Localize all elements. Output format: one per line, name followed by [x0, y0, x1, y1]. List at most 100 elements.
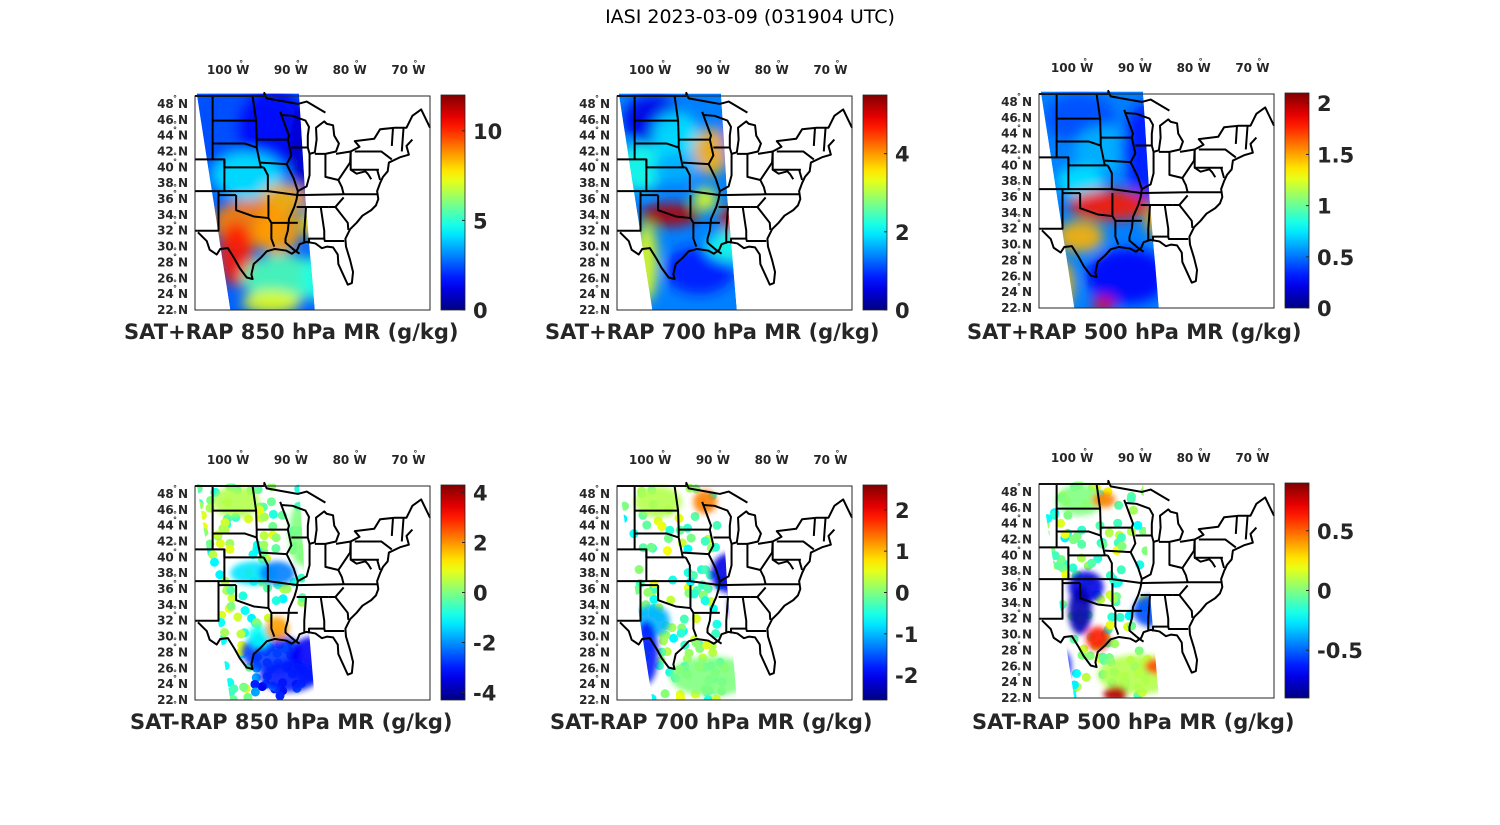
degree-mark: ° [173, 94, 177, 103]
degree-mark: ° [595, 516, 599, 525]
degree-mark: ° [173, 642, 177, 651]
colorbar-tick-label: 0 [1317, 297, 1332, 321]
boundary-line [757, 150, 773, 155]
boundary-line [1153, 508, 1184, 543]
map-plot-svg: 100 W° 90 W° 80 W° 70 W°48 N°46 N°44 N°42 N… [1001, 57, 1354, 321]
lat-tick-label: 30 N [579, 630, 610, 644]
retrieval-dot [253, 485, 263, 495]
lon-tick-label: 100 W [1051, 451, 1093, 465]
degree-mark: ° [661, 449, 665, 458]
retrieval-dot [240, 606, 250, 616]
retrieval-dot [662, 546, 672, 556]
colorbar-tick-label: 1 [1317, 195, 1332, 219]
retrieval-dot [226, 585, 236, 595]
retrieval-dot [711, 694, 721, 700]
field-blob [652, 111, 700, 160]
lon-tick-label: 90 W [1118, 451, 1152, 465]
degree-mark: ° [173, 541, 177, 550]
lon-tick-label: 90 W [1118, 61, 1152, 75]
boundary-line [745, 238, 767, 243]
lat-tick-label: 40 N [1001, 158, 1032, 172]
lat-tick-label: 40 N [579, 160, 610, 174]
retrieval-dot [268, 509, 278, 519]
boundary-line [1220, 167, 1226, 179]
field-blob [1103, 686, 1128, 698]
retrieval-dot [225, 544, 235, 554]
boundary-line [1147, 204, 1152, 241]
colorbar [1284, 92, 1310, 309]
retrieval-dot [278, 594, 288, 604]
retrieval-dot [209, 557, 219, 567]
boundary-line [703, 504, 732, 539]
colorbar-tick-label: 5 [473, 209, 488, 233]
degree-mark: ° [173, 611, 177, 620]
degree-mark: ° [1017, 250, 1021, 259]
colorbar-tick-label: 4 [895, 143, 910, 167]
degree-mark: ° [835, 59, 839, 68]
boundary-line [1179, 538, 1195, 543]
retrieval-dot [1050, 551, 1060, 561]
degree-mark: ° [1017, 603, 1021, 612]
degree-mark: ° [173, 278, 177, 287]
field-blob [1056, 220, 1104, 253]
retrieval-dot [711, 629, 721, 639]
lat-tick-label: 46 N [1001, 501, 1032, 515]
boundary-line [756, 206, 772, 231]
lat-tick-label: 34 N [579, 598, 610, 612]
colorbar-tick-label: 4 [473, 482, 488, 506]
degree-mark: ° [1017, 308, 1021, 317]
field-blob [693, 187, 717, 211]
state-boundaries [195, 91, 431, 286]
boundary-line [701, 501, 723, 645]
swath-field [196, 93, 315, 310]
retrieval-dot [233, 612, 243, 622]
degree-mark: ° [173, 484, 177, 493]
degree-mark: ° [1017, 118, 1021, 127]
boundary-line [309, 120, 340, 155]
lat-tick-label: 26 N [1001, 269, 1032, 283]
degree-mark: ° [595, 541, 599, 550]
lon-tick-label: 70 W [813, 63, 847, 77]
lat-tick-label: 38 N [157, 566, 188, 580]
boundary-line [798, 559, 804, 571]
lat-tick-label: 22 N [579, 693, 610, 707]
state-boundaries [195, 481, 431, 676]
colorbar-tick-label: 10 [473, 120, 502, 144]
boundary-line [212, 142, 258, 149]
lat-tick-label: 36 N [157, 582, 188, 596]
boundary-line [1198, 538, 1237, 549]
retrieval-dot [634, 565, 644, 575]
retrieval-dot [1117, 541, 1127, 551]
lat-tick-label: 48 N [157, 97, 188, 111]
retrieval-dot [1072, 531, 1082, 541]
retrieval-dot [689, 589, 699, 599]
lat-tick-label: 36 N [1001, 190, 1032, 204]
boundary-line [725, 596, 730, 633]
colorbar-tick-label: 0 [895, 582, 910, 606]
lat-tick-label: 44 N [157, 129, 188, 143]
lon-tick-label: 80 W [1177, 61, 1211, 75]
degree-mark: ° [595, 151, 599, 160]
lon-tick-label: 100 W [1051, 61, 1093, 75]
boundary-line [1106, 554, 1113, 580]
retrieval-dot [712, 520, 722, 530]
retrieval-dot [1104, 528, 1114, 538]
degree-mark: ° [173, 573, 177, 582]
degree-mark: ° [595, 637, 599, 646]
boundary-line [1104, 549, 1131, 554]
boundary-line [260, 551, 287, 556]
boundary-line [757, 540, 773, 545]
degree-mark: ° [173, 151, 177, 160]
retrieval-dot [215, 539, 225, 549]
degree-mark: ° [1017, 124, 1021, 133]
state-boundaries [617, 481, 853, 676]
degree-mark: ° [1017, 276, 1021, 285]
degree-mark: ° [173, 247, 177, 256]
retrieval-dot [663, 533, 673, 543]
colorbar [862, 484, 888, 701]
retrieval-dot [679, 614, 689, 624]
boundary-line [354, 540, 393, 551]
boundary-line [756, 596, 772, 621]
boundary-line [1041, 189, 1064, 230]
boundary-line [1041, 526, 1258, 674]
